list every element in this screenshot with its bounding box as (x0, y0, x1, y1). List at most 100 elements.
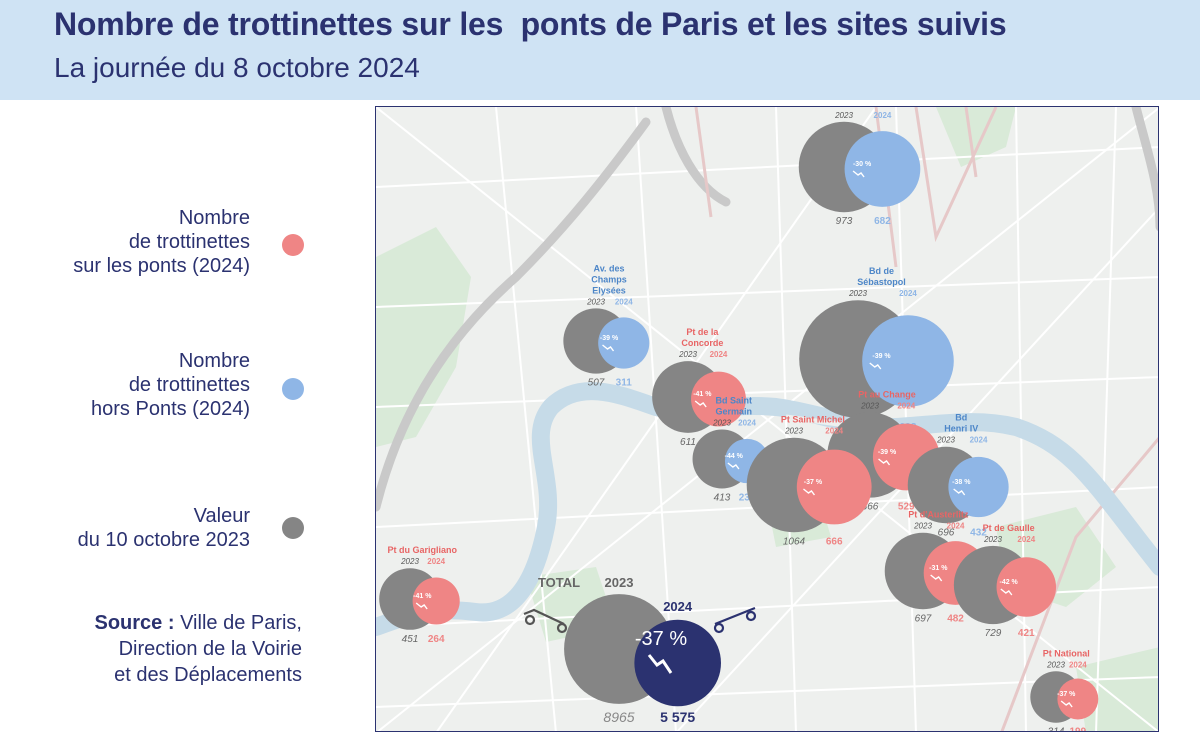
total-value-2024: 5 575 (660, 709, 695, 725)
value-2024-ornano: 682 (874, 216, 891, 227)
label-champs-1: Champs (591, 274, 627, 284)
source-label: Source : (94, 612, 175, 634)
circle-2024-ornano (844, 131, 921, 207)
trend-arrow-champs (602, 344, 615, 352)
pct-stgermain: -44 % (725, 453, 744, 460)
year-2024-national: 2024 (1069, 660, 1087, 669)
value-2023-change: 866 (862, 502, 879, 513)
legend-other-dot (282, 378, 304, 400)
site-garigliano: -41 % 451 264 2023 2024 Pt du Garigliano (379, 545, 460, 645)
pct-concorde: -41 % (693, 391, 712, 398)
year-2024-stmichel: 2024 (825, 427, 843, 436)
pct-garigliano: -41 % (413, 593, 432, 600)
trend-arrow-garigliano (415, 602, 428, 610)
year-2024-sebastopol: 2024 (899, 289, 917, 298)
legend-other: Nombre de trottinettes hors Ponts (2024) (91, 349, 250, 421)
value-2024-champs: 311 (616, 378, 633, 389)
label-champs-0: Av. des (594, 263, 625, 273)
ile-de-la-cite (785, 414, 847, 428)
value-2024-change: 529 (898, 502, 915, 513)
label-sebastopol-0: Bd de (869, 266, 894, 276)
pct-change: -39 % (878, 449, 897, 456)
year-2024-champs: 2024 (615, 297, 633, 306)
total-year-2023: 2023 (605, 575, 634, 590)
scooter-icon-2023-wheel-front (556, 622, 568, 634)
circle-2024-champs (598, 317, 650, 369)
legend-other-line-3: hors Ponts (2024) (91, 398, 250, 420)
label-stgermain-1: Germain (716, 407, 753, 417)
total-label: TOTAL (538, 575, 580, 590)
year-2023-stmichel: 2023 (784, 427, 803, 436)
label-national-0: Pt National (1043, 648, 1090, 658)
map-canvas: -30 % 973 682 2023 2024 Bd Ornano -39 % 507 311 20… (376, 107, 1158, 731)
legend-bridges: Nombre de trottinettes sur les ponts (20… (73, 206, 250, 278)
label-sebastopol-1: Sébastopol (857, 277, 906, 287)
value-2024-garigliano: 264 (428, 634, 445, 645)
value-2023-concorde: 611 (680, 437, 696, 448)
scooter-icon-2024-frame (714, 606, 756, 626)
scooter-icon-2023 (523, 608, 568, 634)
scooter-icon-2024 (713, 606, 757, 634)
year-2023-henri: 2023 (936, 436, 955, 445)
trend-arrow-degaulle (1000, 588, 1013, 596)
total-circle-2024 (634, 619, 721, 707)
value-2023-garigliano: 451 (402, 634, 419, 645)
pct-stmichel: -37 % (804, 479, 823, 486)
site-stmichel: -37 % 1064 666 2023 2024 Pt Saint Michel (746, 415, 872, 547)
scooter-icon-2023-wheel-rear (524, 614, 536, 626)
site-ornano: -30 %97368220232024BdOrnano (798, 107, 921, 227)
year-2023-sebastopol: 2023 (848, 289, 867, 298)
value-2023-stgermain: 413 (714, 492, 731, 503)
year-2023-austerlitz: 2023 (913, 522, 932, 531)
value-2024-stmichel: 666 (826, 536, 843, 547)
year-2024-stgermain: 2024 (738, 419, 756, 428)
total-year-2024: 2024 (663, 599, 693, 614)
trend-arrow-austerlitz (930, 574, 943, 582)
sites-layer: -30 % 973 682 2023 2024 Bd Ornano -39 % 507 311 20… (379, 107, 1099, 731)
legend-2023-line-2: du 10 octobre 2023 (77, 529, 250, 551)
trend-arrow-stgermain (727, 462, 740, 470)
circle-2024-concorde (691, 371, 746, 427)
pct-degaulle: -42 % (1000, 579, 1019, 586)
label-concorde-0: Pt de la (686, 327, 719, 337)
scooter-icon-2023-frame (523, 608, 565, 625)
trend-arrow-ornano (852, 170, 865, 178)
year-2024-concorde: 2024 (710, 350, 728, 359)
year-2023-champs: 2023 (586, 297, 605, 306)
year-2023-degaulle: 2023 (983, 535, 1002, 544)
total-pct: -37 % (635, 628, 687, 650)
legend-2023: Valeur du 10 octobre 2023 (78, 504, 250, 552)
source-line-2: Direction de la Voirie (118, 638, 302, 660)
year-2024-garigliano: 2024 (427, 557, 445, 566)
label-austerlitz-0: Pt d'Austerlitz (908, 510, 969, 520)
circle-2024-sebastopol (862, 315, 954, 407)
legend-other-line-1: Nombre (178, 350, 250, 372)
trend-arrow-stmichel (803, 488, 816, 496)
trend-arrow-change (878, 458, 891, 466)
year-2023-change: 2023 (860, 401, 879, 410)
year-2023-garigliano: 2023 (400, 557, 419, 566)
legend-bridges-line-1: Nombre (178, 207, 250, 229)
legend-bridges-line-3: sur les ponts (2024) (73, 255, 250, 277)
label-henri-0: Bd (955, 413, 967, 423)
scooter-icon-2024-wheel-front (745, 610, 757, 622)
pct-champs: -39 % (600, 335, 619, 342)
value-2023-champs: 507 (588, 378, 605, 389)
pct-sebastopol: -39 % (872, 353, 891, 360)
pct-austerlitz: -31 % (929, 565, 948, 572)
value-2024-stgermain: 233 (739, 492, 756, 503)
total-layer: -37 % TOTAL 2023 2024 8965 5 575 (523, 575, 757, 725)
value-2023-austerlitz: 697 (915, 613, 932, 624)
legend-2023-line-1: Valeur (193, 505, 250, 527)
scooter-icon-2024-wheel-rear (713, 622, 725, 634)
trend-arrow-concorde (694, 400, 707, 408)
year-2023-concorde: 2023 (678, 350, 697, 359)
label-stgermain-0: Bd Saint (716, 396, 753, 406)
value-2023-degaulle: 729 (985, 628, 1002, 639)
year-2023-national: 2023 (1046, 660, 1065, 669)
value-2024-degaulle: 421 (1018, 628, 1035, 639)
value-2023-stmichel: 1064 (783, 536, 806, 547)
